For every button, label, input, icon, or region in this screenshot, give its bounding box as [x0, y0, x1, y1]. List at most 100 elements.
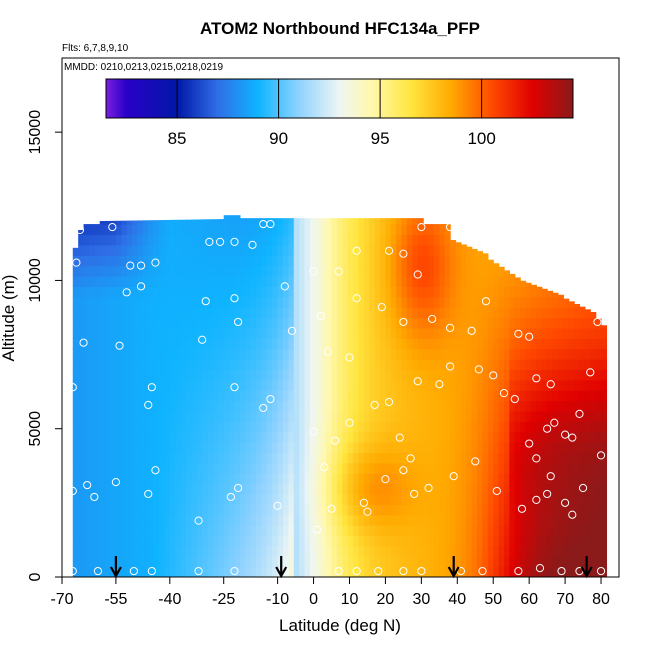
- field-cell: [169, 431, 176, 443]
- observation-point: [313, 525, 322, 534]
- field-cell: [326, 244, 333, 256]
- field-cell: [164, 255, 171, 267]
- field-cell: [390, 545, 397, 557]
- field-cell: [541, 493, 548, 505]
- field-cell: [72, 504, 79, 516]
- field-cell: [369, 545, 376, 557]
- field-cell: [590, 473, 597, 485]
- field-cell: [293, 421, 300, 433]
- field-cell: [482, 348, 489, 360]
- field-cell: [272, 265, 279, 277]
- field-cell: [223, 556, 230, 568]
- field-cell: [331, 535, 338, 547]
- field-cell: [142, 504, 149, 516]
- field-cell: [347, 244, 354, 256]
- field-cell: [401, 286, 408, 298]
- field-cell: [142, 348, 149, 360]
- field-cell: [218, 348, 225, 360]
- field-cell: [417, 452, 424, 464]
- field-cell: [514, 307, 521, 319]
- field-cell: [455, 514, 462, 526]
- field-cell: [509, 286, 516, 298]
- field-cell: [336, 410, 343, 422]
- field-cell: [444, 296, 451, 308]
- field-cell: [261, 462, 268, 474]
- field-cell: [121, 566, 128, 577]
- field-cell: [541, 556, 548, 568]
- field-cell: [266, 338, 273, 350]
- field-cell: [121, 244, 128, 256]
- field-cell: [218, 535, 225, 547]
- field-cell: [326, 483, 333, 495]
- field-cell: [132, 431, 139, 443]
- field-cell: [385, 483, 392, 495]
- field-cell: [336, 431, 343, 443]
- field-cell: [191, 504, 198, 516]
- field-cell: [369, 275, 376, 287]
- observation-point: [374, 566, 383, 576]
- observation-point: [72, 258, 81, 267]
- field-cell: [320, 296, 327, 308]
- field-cell: [504, 535, 510, 547]
- field-cell: [164, 535, 171, 547]
- field-cell: [266, 421, 273, 433]
- field-cell: [229, 452, 236, 464]
- field-cell: [304, 244, 311, 256]
- field-cell: [574, 462, 581, 474]
- field-cell: [396, 286, 403, 298]
- observation-point: [273, 501, 282, 510]
- field-cell: [423, 265, 430, 277]
- colorbar-tick-label: 95: [371, 129, 390, 148]
- field-cell: [563, 327, 570, 339]
- field-cell: [590, 493, 597, 505]
- field-cell: [482, 431, 489, 443]
- field-cell: [487, 410, 494, 422]
- field-cell: [547, 473, 554, 485]
- field-cell: [396, 244, 403, 256]
- field-cell: [504, 410, 510, 422]
- field-cell: [509, 379, 516, 391]
- field-cell: [541, 535, 548, 547]
- field-cell: [185, 219, 192, 225]
- field-cell: [137, 296, 144, 308]
- field-cell: [396, 452, 403, 464]
- field-cell: [196, 219, 203, 225]
- field-cell: [450, 525, 457, 537]
- field-cell: [455, 410, 462, 422]
- field-cell: [363, 224, 370, 236]
- field-cell: [180, 421, 187, 433]
- field-cell: [94, 452, 101, 464]
- field-cell: [159, 525, 166, 537]
- observation-point: [532, 454, 541, 463]
- field-cell: [401, 327, 408, 339]
- field-cell: [153, 493, 160, 505]
- field-cell: [266, 442, 273, 454]
- field-cell: [309, 218, 316, 225]
- field-cell: [380, 400, 387, 412]
- field-cell: [105, 452, 112, 464]
- field-cell: [99, 390, 106, 402]
- field-cell: [159, 244, 166, 256]
- observation-point: [560, 430, 570, 439]
- observation-point: [417, 566, 426, 576]
- field-cell: [466, 493, 473, 505]
- field-cell: [164, 286, 171, 298]
- field-cell: [137, 452, 144, 464]
- field-cell: [256, 255, 263, 267]
- field-cell: [180, 348, 187, 360]
- field-cell: [477, 556, 484, 568]
- field-cell: [417, 338, 424, 350]
- field-cell: [121, 473, 128, 485]
- field-cell: [159, 348, 166, 360]
- field-cell: [309, 421, 316, 433]
- field-cell: [450, 338, 457, 350]
- field-cell: [396, 218, 403, 225]
- field-cell: [261, 421, 268, 433]
- field-cell: [223, 525, 230, 537]
- field-cell: [541, 379, 548, 391]
- field-cell: [579, 566, 586, 577]
- field-cell: [180, 452, 187, 464]
- field-cell: [347, 473, 354, 485]
- field-cell: [153, 359, 160, 370]
- field-cell: [417, 493, 424, 505]
